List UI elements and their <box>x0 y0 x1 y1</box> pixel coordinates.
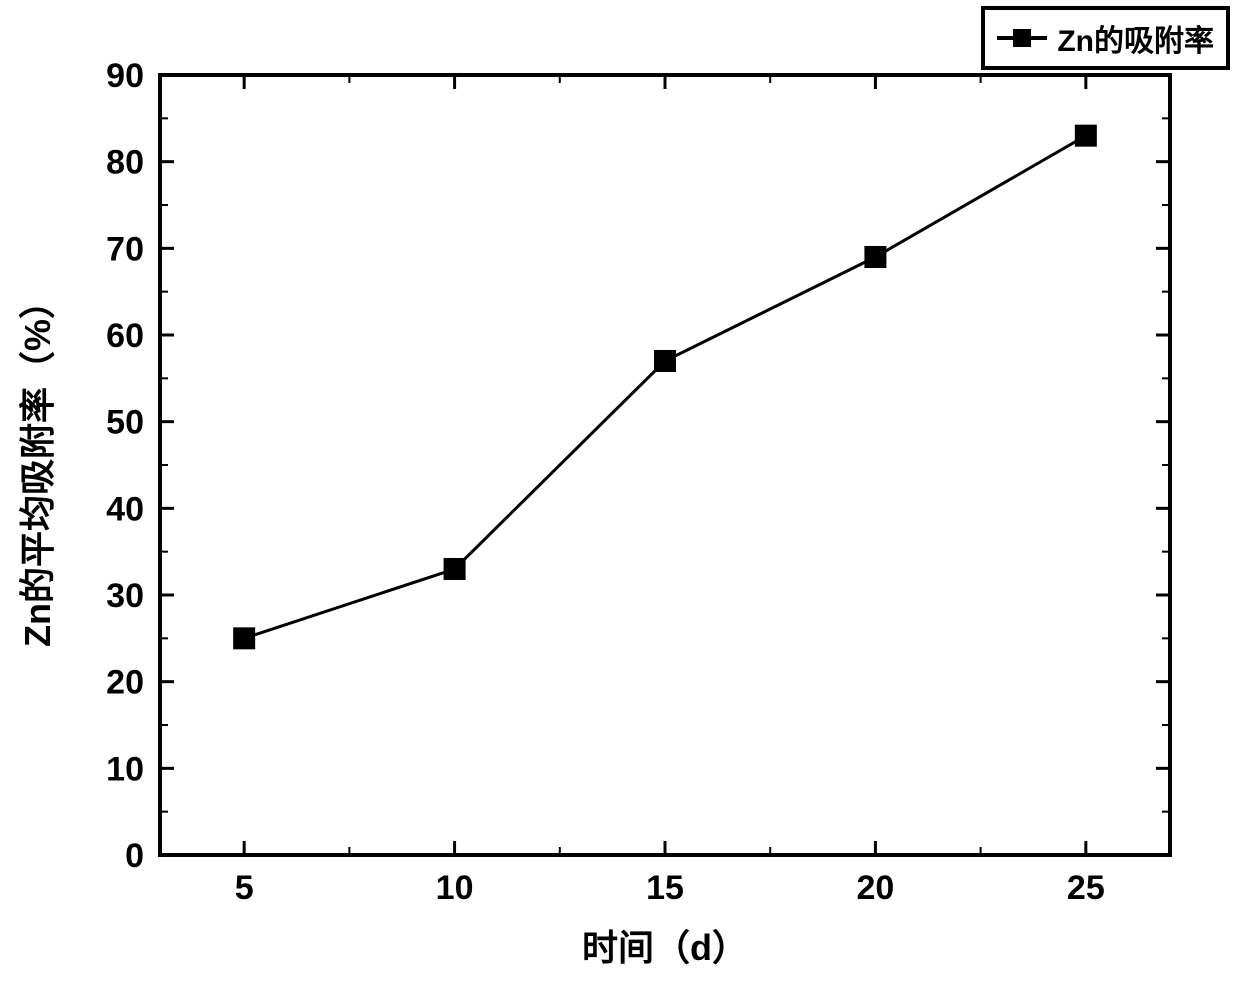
data-point-marker <box>444 558 466 580</box>
x-axis-label: 时间（d） <box>582 927 748 968</box>
y-tick-label: 40 <box>106 490 144 528</box>
y-tick-label: 70 <box>106 230 144 268</box>
y-tick-label: 60 <box>106 317 144 355</box>
y-tick-label: 20 <box>106 664 144 702</box>
data-point-marker <box>1075 125 1097 147</box>
chart-container: Zn的吸附率 5 10 15 20 25 0 10 20 30 40 50 60 70 80 90 时间（… <box>0 0 1240 999</box>
y-tick-label: 30 <box>106 577 144 615</box>
y-axis-label: Zn的平均吸附率（%） <box>17 283 58 647</box>
y-tick-label: 50 <box>106 404 144 442</box>
y-tick-label: 0 <box>125 837 144 875</box>
data-point-marker <box>864 246 886 268</box>
data-point-marker <box>654 350 676 372</box>
y-tick-label: 10 <box>106 750 144 788</box>
legend-series-marker <box>1013 29 1031 47</box>
y-tick-label: 80 <box>106 144 144 182</box>
data-point-marker <box>233 627 255 649</box>
legend-series-line <box>997 36 1047 40</box>
x-tick-label: 15 <box>646 869 684 907</box>
y-axis-minor-ticks <box>160 118 1170 811</box>
series-line <box>244 136 1086 639</box>
legend: Zn的吸附率 <box>981 6 1230 70</box>
legend-series-label: Zn的吸附率 <box>1057 16 1214 60</box>
x-tick-label: 25 <box>1067 869 1105 907</box>
x-axis-minor-ticks <box>349 75 980 855</box>
y-tick-label: 90 <box>106 57 144 95</box>
x-tick-label: 20 <box>857 869 895 907</box>
x-tick-label: 10 <box>436 869 474 907</box>
x-tick-label: 5 <box>235 869 254 907</box>
line-chart: 5 10 15 20 25 0 10 20 30 40 50 60 70 80 90 时间（d） Zn的平… <box>0 0 1240 999</box>
plot-border <box>160 75 1170 855</box>
